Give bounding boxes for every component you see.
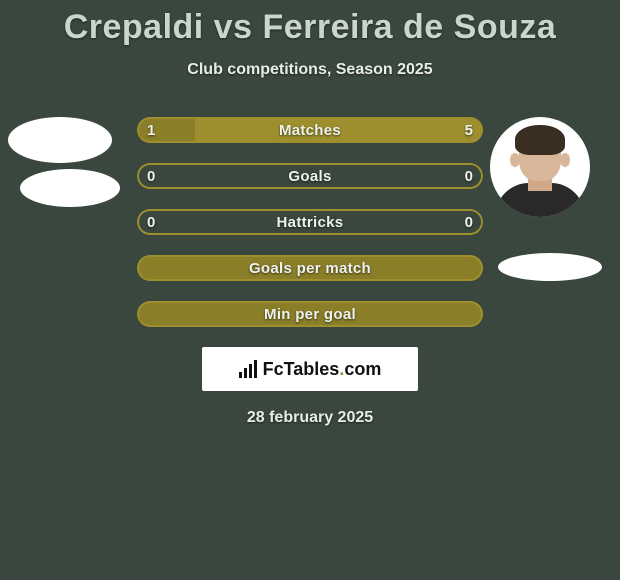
stat-row-goals: 00Goals xyxy=(137,163,483,189)
bar-label: Matches xyxy=(137,117,483,143)
avatar-hair xyxy=(515,125,565,155)
bar-label: Min per goal xyxy=(137,301,483,327)
stat-row-min-per-goal: Min per goal xyxy=(137,301,483,327)
logo-bars-icon xyxy=(239,360,257,378)
stat-row-matches: 15Matches xyxy=(137,117,483,143)
player-left-avatar-1 xyxy=(8,117,112,163)
player-left-avatar-2 xyxy=(20,169,120,207)
comparison-area: 15Matches 00Goals 00Hattricks Goals per mat… xyxy=(0,117,620,427)
bar-label: Goals per match xyxy=(137,255,483,281)
bar-label: Hattricks xyxy=(137,209,483,235)
stat-row-goals-per-match: Goals per match xyxy=(137,255,483,281)
stat-bars: 15Matches 00Goals 00Hattricks Goals per mat… xyxy=(137,117,483,327)
page-title: Crepaldi vs Ferreira de Souza xyxy=(0,0,620,47)
logo-text-before: FcTables xyxy=(263,359,340,379)
date-label: 28 february 2025 xyxy=(0,409,620,427)
stat-row-hattricks: 00Hattricks xyxy=(137,209,483,235)
bar-label: Goals xyxy=(137,163,483,189)
fctables-logo: FcTables.com xyxy=(202,347,418,391)
logo-text: FcTables.com xyxy=(263,359,382,380)
subtitle: Club competitions, Season 2025 xyxy=(0,61,620,79)
logo-text-after: com xyxy=(344,359,381,379)
player-right-avatar xyxy=(490,117,590,217)
player-right-avatar-2 xyxy=(498,253,602,281)
